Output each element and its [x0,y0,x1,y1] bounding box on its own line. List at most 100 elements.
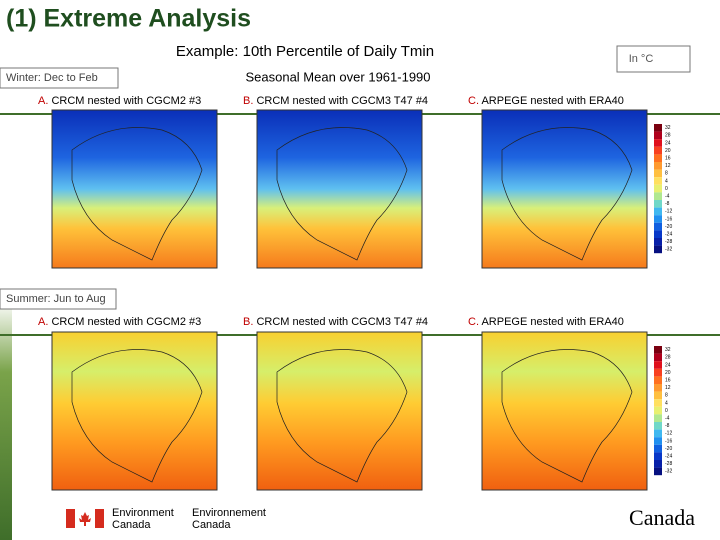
legend-swatch [654,437,662,445]
legend-swatch [654,414,662,422]
legend-swatch [654,207,662,216]
wordmark: Canada [629,505,695,530]
map [256,331,423,491]
legend-swatch [654,361,662,369]
legend-label: 16 [665,378,671,384]
panel-letter: B. [243,316,253,328]
legend-label: -16 [665,216,672,222]
legend-swatch [654,154,662,162]
legend-swatch [654,444,662,453]
legend-swatch [654,245,662,254]
legend-swatch [654,460,662,468]
legend-swatch [654,215,662,223]
map-land [71,127,203,261]
legend-label: 8 [665,393,668,399]
panel-letter: C. [468,95,479,107]
legend-swatch [654,422,662,430]
legend-label: 12 [665,385,671,391]
side-strip [0,300,12,540]
legend-swatch [654,139,662,147]
legend-label: 24 [665,362,671,368]
legend-label: 0 [665,408,668,414]
panel-label: CRCM nested with CGCM2 #3 [51,95,201,107]
legend-swatch [654,177,662,185]
dept-en: Environment [112,507,174,519]
legend-swatch [654,346,662,354]
legend-label: 24 [665,140,671,146]
panel-label: CRCM nested with CGCM2 #3 [51,316,201,328]
season-label-box [0,288,117,310]
season-label-box [0,67,119,89]
season-label: Summer: Jun to Aug [6,293,106,305]
legend-label: -16 [665,438,672,444]
legend-swatch [654,391,662,400]
legend-swatch [654,222,662,231]
legend-label: 16 [665,156,671,162]
unit: In °C [629,53,654,65]
legend-label: -32 [665,469,672,475]
legend-label: -20 [665,446,672,452]
legend-swatch [654,200,662,208]
title: (1) Extreme Analysis [6,5,251,33]
legend-swatch [654,399,662,407]
panel-label: ARPEGE nested with ERA40 [481,316,623,328]
legend-swatch [654,467,662,476]
panel-letter: B. [243,95,253,107]
legend-label: -4 [665,416,670,422]
season-label: Winter: Dec to Feb [6,72,98,84]
legend-label: 20 [665,148,671,154]
legend-swatch [654,376,662,384]
legend-label: -12 [665,431,672,437]
legend-label: -28 [665,239,672,245]
flag [66,509,104,528]
legend-swatch [654,230,662,238]
map-land [276,127,408,261]
panel-label: CRCM nested with CGCM3 T47 #4 [256,95,428,107]
legend-label: 12 [665,163,671,169]
panel-title: B. CRCM nested with CGCM3 T47 #4 [243,95,428,107]
legend-label: -8 [665,201,670,207]
map-land [501,349,633,483]
dept-fr: Canada [192,519,231,531]
legend-swatch [654,169,662,178]
legend-label: 32 [665,347,671,353]
legend-label: -4 [665,194,670,200]
legend-label: 8 [665,171,668,177]
legend-swatch [654,162,662,170]
legend-label: -20 [665,224,672,230]
panel-letter: A. [38,316,48,328]
legend-label: -28 [665,461,672,467]
map-land [501,127,633,261]
legend-label: -24 [665,232,672,238]
map [256,109,423,269]
unit-box [616,45,691,73]
panel-title: A. CRCM nested with CGCM2 #3 [38,95,201,107]
legend-label: -24 [665,454,672,460]
panel-letter: A. [38,95,48,107]
legend-label: 4 [665,400,668,406]
period: Seasonal Mean over 1961-1990 [245,69,430,84]
panel-title: A. CRCM nested with CGCM2 #3 [38,316,201,328]
legend-swatch [654,192,662,200]
map-land [276,349,408,483]
legend-swatch [654,452,662,460]
subtitle: Example: 10th Percentile of Daily Tmin [176,43,434,60]
panel-title: C. ARPEGE nested with ERA40 [468,95,624,107]
legend-label: 32 [665,125,671,131]
legend-swatch [654,429,662,438]
legend-label: 4 [665,178,668,184]
legend-swatch [654,406,662,415]
dept-fr: Environnement [192,507,266,519]
legend-swatch [654,368,662,377]
map [51,109,218,269]
legend-label: 20 [665,370,671,376]
panel-label: ARPEGE nested with ERA40 [481,95,623,107]
dept-en: Canada [112,519,151,531]
legend-label: 0 [665,186,668,192]
legend-label: -12 [665,209,672,215]
map-land [71,349,203,483]
legend-swatch [654,384,662,392]
legend-swatch [654,146,662,155]
map [481,109,648,269]
